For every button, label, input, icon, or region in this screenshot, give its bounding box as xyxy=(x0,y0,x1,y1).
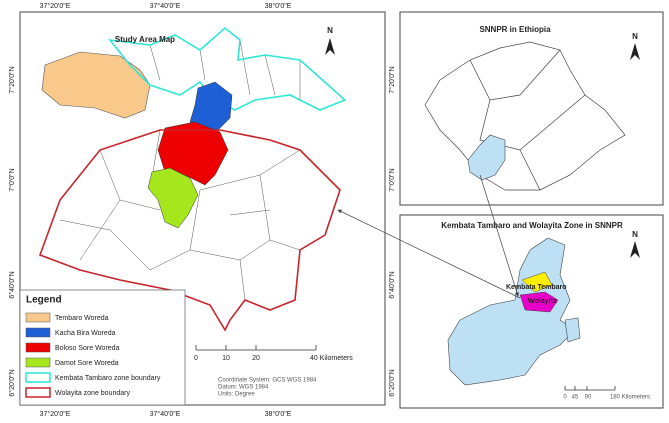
lat-label: 6°40'0"N xyxy=(8,271,16,298)
legend-swatch xyxy=(25,327,51,338)
legend-title: Legend xyxy=(26,295,62,306)
inset-title: Kembata Tambaro and Wolayita Zone in SNN… xyxy=(441,221,623,230)
inset-zones-frame xyxy=(399,214,664,409)
legend-item: Kacha Bira Woreda xyxy=(55,330,116,337)
damot-sore-woreda xyxy=(147,167,199,229)
inset-title: SNNPR in Ethiopia xyxy=(479,25,551,34)
north-label: N xyxy=(632,230,638,239)
lat-label: 7°0'0"N xyxy=(8,168,16,191)
snnpr-zones xyxy=(564,317,581,343)
legend-item: Tembaro Woreda xyxy=(55,315,109,322)
coordinate-info: Coordinate System: GCS WGS 1984 xyxy=(218,378,317,384)
kembata-tambaro-boundary xyxy=(108,26,347,111)
snnpr-region xyxy=(467,134,506,181)
legend-item: Kembata Tambaro zone boundary xyxy=(55,375,161,382)
lon-label: 37°40'0"E xyxy=(150,2,181,10)
zone-label: Wolayita xyxy=(528,298,557,305)
snnpr-zones xyxy=(447,237,576,386)
scale-label: 0 xyxy=(194,355,198,362)
scale-label: 180 Kilometers xyxy=(610,395,650,401)
lon-label: 37°20'0"E xyxy=(40,2,71,10)
north-arrow xyxy=(630,241,640,258)
coordinate-info: Datum: WGS 1984 xyxy=(218,385,269,391)
north-label: N xyxy=(632,32,638,41)
boloso-sore-woreda xyxy=(157,121,229,186)
inset-ethiopia-frame xyxy=(399,11,664,206)
connector-arrow xyxy=(337,209,521,299)
legend-item: Boloso Sore Woreda xyxy=(55,345,120,352)
lat-label: 6°20'0"N xyxy=(388,369,396,396)
legend-swatch xyxy=(25,342,51,353)
lat-label: 7°0'0"N xyxy=(388,168,396,191)
lat-label: 7°20'0"N xyxy=(388,66,396,93)
scale-label: 0 xyxy=(563,395,567,401)
legend-swatch xyxy=(25,357,51,368)
north-arrow xyxy=(325,38,335,55)
lat-label: 6°40'0"N xyxy=(388,271,396,298)
lon-label: 38°0'0"E xyxy=(265,2,292,10)
legend-swatch xyxy=(25,372,51,383)
lon-label: 38°0'0"E xyxy=(265,410,292,418)
woreda-lines xyxy=(39,27,346,331)
connector-arrow xyxy=(479,174,519,297)
scale-bar xyxy=(195,345,317,351)
lat-label: 6°20'0"N xyxy=(8,369,16,396)
north-arrow xyxy=(630,43,640,60)
map-title: Study Area Map xyxy=(115,35,175,44)
north-label: N xyxy=(327,26,333,35)
scale-label: 45 xyxy=(572,395,579,401)
scale-label: 20 xyxy=(252,355,260,362)
scale-label: 40 Kilometers xyxy=(310,355,353,362)
legend-item: Damot Sore Woreda xyxy=(55,360,119,367)
zone-label: Kembata Tembaro xyxy=(506,284,567,291)
legend-swatch xyxy=(25,387,51,398)
lon-label: 37°20'0"E xyxy=(40,410,71,418)
lon-label: 37°40'0"E xyxy=(150,410,181,418)
scale-bar xyxy=(564,386,616,391)
legend-swatch xyxy=(25,312,51,323)
main-frame xyxy=(19,11,386,406)
kembata-zone xyxy=(521,271,553,293)
tembaro-woreda xyxy=(41,51,151,119)
scale-label: 10 xyxy=(222,355,230,362)
ethiopia-outline xyxy=(424,41,626,191)
coordinate-info: Units: Degree xyxy=(218,392,255,398)
wolayita-zone xyxy=(519,291,559,313)
lat-label: 7°20'0"N xyxy=(8,66,16,93)
legend-item: Wolayita zone boundary xyxy=(55,390,130,397)
scale-label: 90 xyxy=(585,395,592,401)
